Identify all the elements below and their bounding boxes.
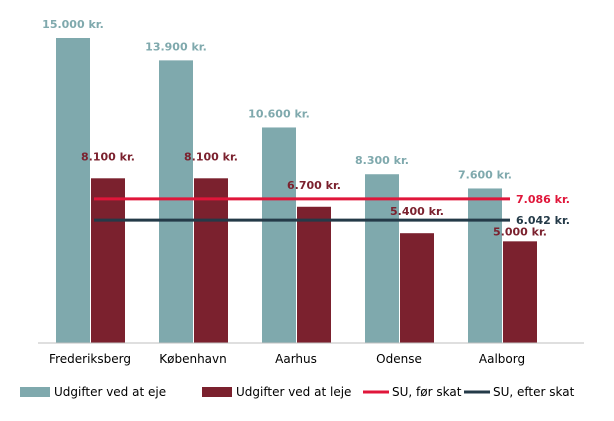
data-labels: 15.000 kr. 8.100 kr. 13.900 kr. 8.100 kr. 10…: [42, 18, 547, 238]
data-label-leje-4: 5.000 kr.: [493, 225, 547, 238]
bar-leje-4: [503, 241, 537, 343]
legend-label-3: SU, efter skat: [493, 385, 575, 399]
data-label-eje-0: 15.000 kr.: [42, 18, 104, 31]
bar-eje-0: [56, 38, 90, 343]
category-label-3: Odense: [376, 352, 422, 366]
legend-label-2: SU, før skat: [392, 385, 462, 399]
bar-eje-4: [468, 188, 502, 343]
category-label-2: Aarhus: [275, 352, 317, 366]
data-label-eje-1: 13.900 kr.: [145, 40, 207, 53]
category-label-4: Aalborg: [479, 352, 525, 366]
data-label-leje-0: 8.100 kr.: [81, 150, 135, 163]
bar-leje-2: [297, 206, 331, 343]
data-label-leje-1: 8.100 kr.: [184, 150, 238, 163]
bar-leje-3: [400, 233, 434, 343]
legend-swatch-1: [202, 387, 232, 397]
data-label-eje-3: 8.300 kr.: [355, 154, 409, 167]
category-label-1: København: [159, 352, 226, 366]
category-labels: Frederiksberg København Aarhus Odense Aalbor…: [49, 352, 525, 366]
data-label-eje-2: 10.600 kr.: [248, 107, 310, 120]
ref-line-label-1: 6.042 kr.: [516, 214, 570, 227]
bar-leje-0: [91, 178, 125, 343]
legend-swatch-0: [20, 387, 50, 397]
bar-leje-1: [194, 178, 228, 343]
data-label-eje-4: 7.600 kr.: [458, 168, 512, 181]
data-label-leje-2: 6.700 kr.: [287, 179, 341, 192]
data-label-leje-3: 5.400 kr.: [390, 205, 444, 218]
category-label-0: Frederiksberg: [49, 352, 131, 366]
bar-eje-2: [262, 127, 296, 343]
reference-lines: [94, 197, 510, 222]
legend-label-0: Udgifter ved at eje: [54, 385, 166, 399]
series-eje-bars: [56, 38, 502, 343]
series-leje-bars: [91, 178, 537, 343]
ref-line-label-0: 7.086 kr.: [516, 193, 570, 206]
bar-eje-1: [159, 60, 193, 343]
bar-eje-3: [365, 174, 399, 343]
reference-line-labels: 7.086 kr. 6.042 kr.: [516, 193, 570, 227]
legend-label-1: Udgifter ved at leje: [236, 385, 351, 399]
legend: Udgifter ved at eje Udgifter ved at leje S…: [20, 385, 575, 399]
